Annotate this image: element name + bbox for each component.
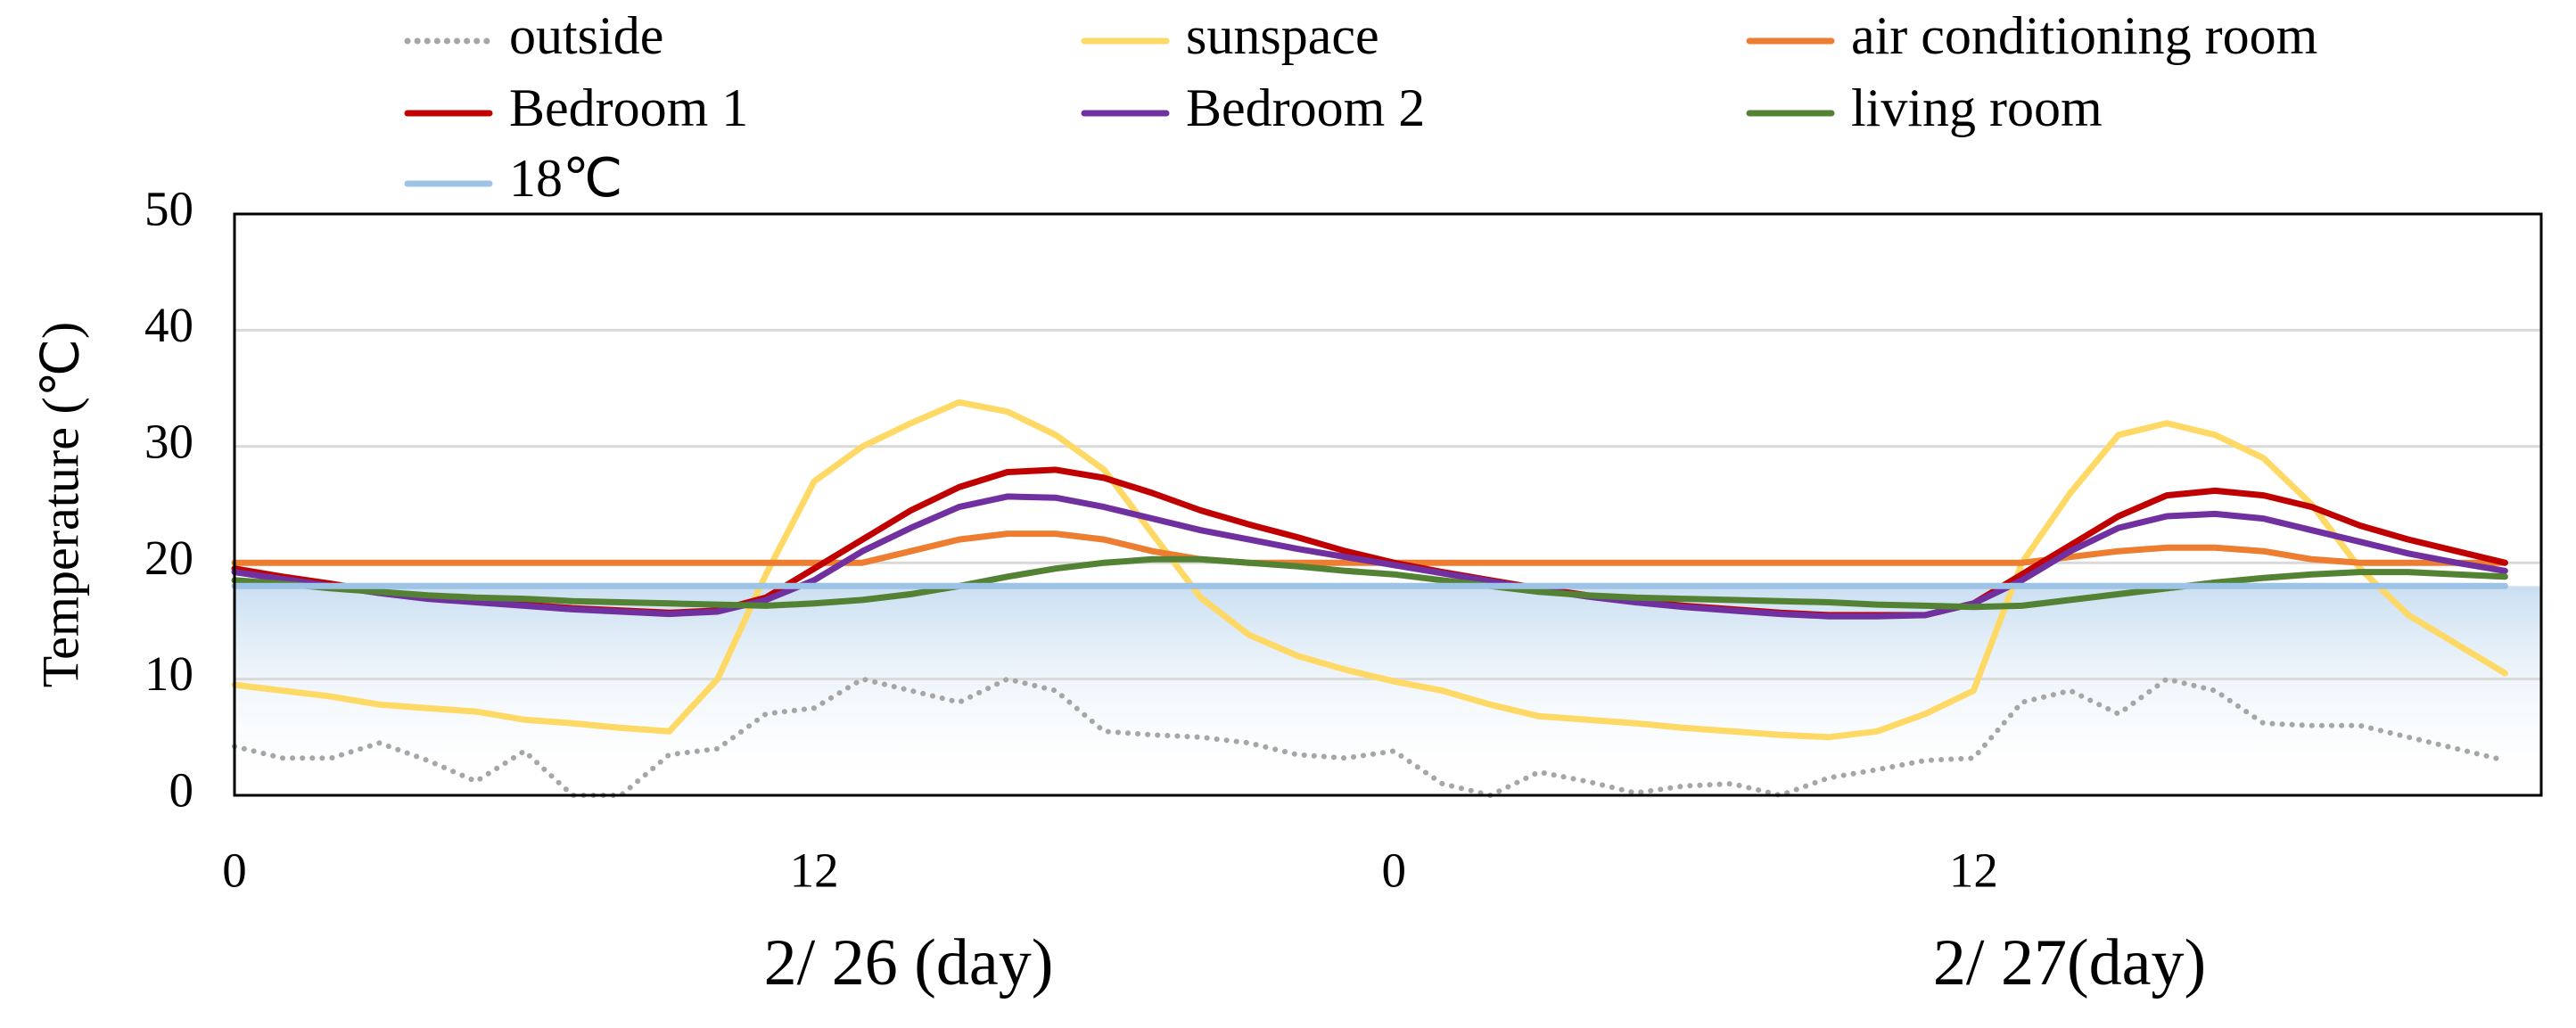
legend-label: Bedroom 1 xyxy=(509,78,748,137)
y-axis-label: Temperature (℃) xyxy=(31,322,89,687)
legend-label: outside xyxy=(509,6,663,65)
legend-label: Bedroom 2 xyxy=(1186,78,1425,137)
y-tick-label: 10 xyxy=(144,646,193,701)
plot-frame xyxy=(233,212,2543,797)
y-tick-label: 40 xyxy=(144,298,193,352)
x-group-label: 2/ 26 (day) xyxy=(764,926,1054,999)
x-tick-label: 0 xyxy=(222,843,247,898)
legend-label: 18℃ xyxy=(509,149,622,208)
legend-label: air conditioning room xyxy=(1851,6,2317,65)
x-tick-label: 12 xyxy=(790,843,839,898)
series-line xyxy=(231,493,2508,620)
x-group-label: 2/ 27(day) xyxy=(1933,926,2206,999)
legend-label: living room xyxy=(1851,78,2103,137)
y-tick-label: 50 xyxy=(144,182,193,236)
y-tick-label: 30 xyxy=(144,414,193,468)
legend-label: sunspace xyxy=(1186,6,1379,65)
threshold-shade xyxy=(235,586,2541,795)
x-tick-label: 0 xyxy=(1382,843,1407,898)
y-tick-label: 20 xyxy=(144,530,193,585)
series-line xyxy=(231,399,2508,741)
x-tick-label: 12 xyxy=(1949,843,1998,898)
series-line xyxy=(231,555,2508,611)
y-tick-label: 0 xyxy=(169,763,194,818)
